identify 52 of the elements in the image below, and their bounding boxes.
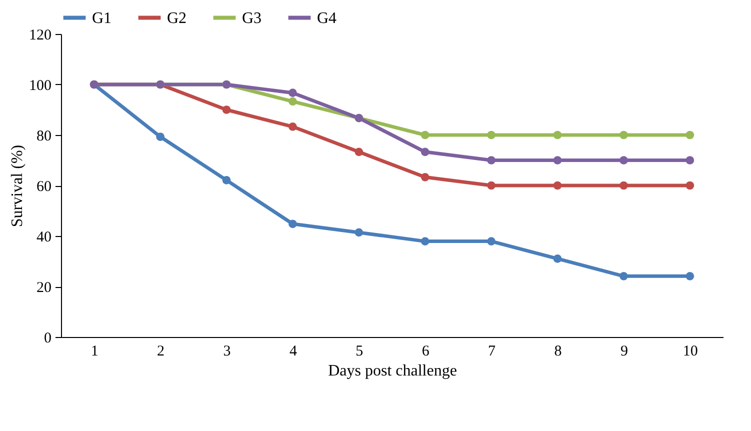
x-tick-label: 7	[488, 344, 496, 360]
point	[686, 130, 694, 140]
point	[487, 237, 496, 246]
point	[420, 237, 430, 246]
y-tick-label: 80	[36, 128, 52, 144]
point	[354, 148, 364, 156]
point	[288, 88, 297, 98]
x-tick-label: 9	[620, 344, 628, 360]
y-tick-label: 20	[36, 280, 52, 296]
point	[620, 181, 628, 190]
legend-label: G1	[92, 10, 112, 27]
x-tick-label: 8	[554, 344, 562, 360]
y-tick-label: 0	[44, 330, 52, 346]
point	[620, 130, 628, 140]
point	[487, 156, 496, 164]
x-tick-label: 5	[356, 344, 364, 360]
point	[553, 130, 562, 140]
y-tick-label: 120	[29, 28, 52, 44]
point	[686, 156, 694, 164]
x-tick-label: 3	[223, 344, 231, 360]
point	[288, 220, 297, 228]
y-axis-title: Survival (%)	[9, 144, 26, 228]
point	[420, 148, 430, 156]
x-tick-label: 10	[682, 344, 698, 360]
y-tick-label: 60	[36, 179, 52, 195]
x-tick-label: 6	[422, 344, 430, 360]
point	[420, 172, 430, 182]
x-tick-label: 2	[157, 344, 165, 360]
point	[487, 130, 496, 140]
point	[156, 132, 164, 141]
point	[222, 106, 231, 114]
point	[288, 122, 297, 131]
point	[420, 130, 430, 140]
legend-label: G4	[317, 10, 337, 27]
x-axis-title: Days post challenge	[328, 362, 457, 380]
point	[553, 181, 562, 190]
x-tick-label: 1	[90, 344, 98, 360]
x-tick-label: 4	[289, 344, 298, 360]
point	[620, 156, 628, 164]
point	[686, 181, 694, 190]
point	[553, 156, 562, 164]
point	[222, 176, 231, 184]
point	[620, 272, 628, 280]
point	[686, 272, 694, 280]
y-tick-label: 40	[36, 230, 52, 246]
point	[487, 181, 496, 190]
point	[553, 254, 562, 263]
legend-label: G3	[242, 10, 262, 27]
legend-label: G2	[167, 10, 187, 27]
y-tick-label: 100	[29, 78, 52, 94]
point	[288, 97, 297, 106]
point	[354, 228, 364, 237]
